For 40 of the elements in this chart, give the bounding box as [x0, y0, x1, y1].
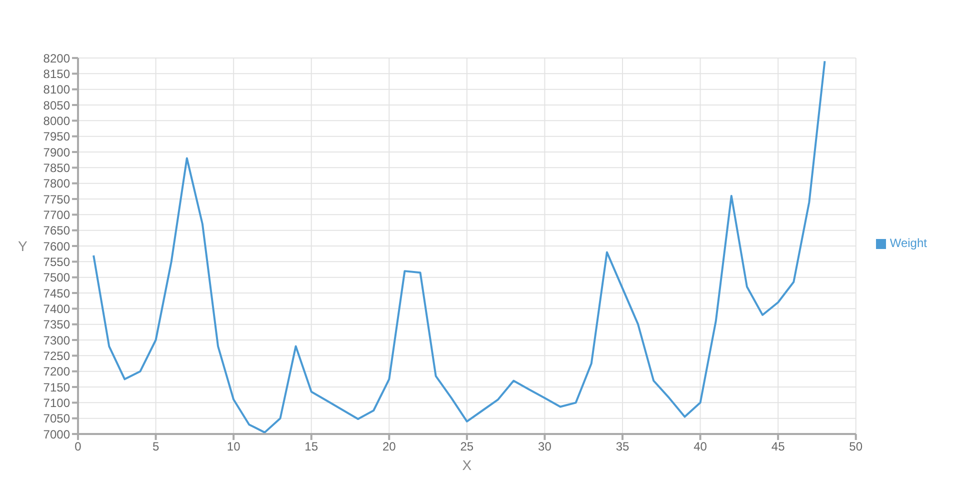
y-tick-label: 8050	[43, 98, 70, 112]
y-tick-label: 7350	[43, 318, 70, 332]
y-tick-label: 7750	[43, 192, 70, 206]
x-tick-label: 0	[74, 440, 82, 454]
y-tick-label: 7950	[43, 130, 70, 144]
y-tick-label: 7200	[43, 364, 70, 379]
x-tick-label: 5	[152, 440, 160, 454]
y-tick-label: 7700	[43, 208, 70, 222]
y-tick-label: 7850	[43, 160, 70, 175]
x-tick-label: 30	[538, 440, 552, 454]
y-tick-label: 7650	[43, 224, 70, 238]
x-tick-label: 50	[849, 440, 863, 454]
y-tick-label: 7000	[43, 427, 70, 442]
x-tick-label: 20	[382, 440, 396, 454]
y-axis-title: Y	[18, 238, 28, 254]
x-tick-label: 25	[460, 440, 474, 454]
y-tick-label: 7150	[43, 380, 70, 394]
x-tick-label: 35	[616, 440, 630, 454]
y-tick-label: 7600	[43, 239, 70, 254]
y-tick-label: 7450	[43, 286, 70, 300]
y-tick-label: 7500	[43, 270, 70, 285]
line-series	[92, 60, 826, 434]
x-axis-title: X	[462, 457, 472, 473]
y-tick-label: 7800	[43, 176, 70, 191]
y-tick-label: 7300	[43, 333, 70, 348]
x-tick-label: 40	[694, 440, 708, 454]
y-tick-label: 7550	[43, 254, 70, 269]
y-tick-label: 7250	[43, 348, 70, 363]
legend-label: Weight	[890, 236, 927, 250]
y-tick-label: 8000	[43, 114, 70, 128]
x-tick-label: 45	[771, 440, 786, 454]
y-tick-label: 8100	[43, 82, 70, 97]
y-tick-label: 7050	[43, 412, 70, 426]
y-tick-label: 7100	[43, 396, 70, 410]
x-tick-label: 15	[304, 440, 318, 454]
y-tick-label: 8150	[43, 66, 70, 81]
y-tick-label: 7900	[43, 145, 70, 160]
y-tick-label: 7400	[43, 302, 70, 316]
y-tick-label: 8200	[43, 51, 70, 66]
x-tick-label: 10	[226, 440, 241, 454]
